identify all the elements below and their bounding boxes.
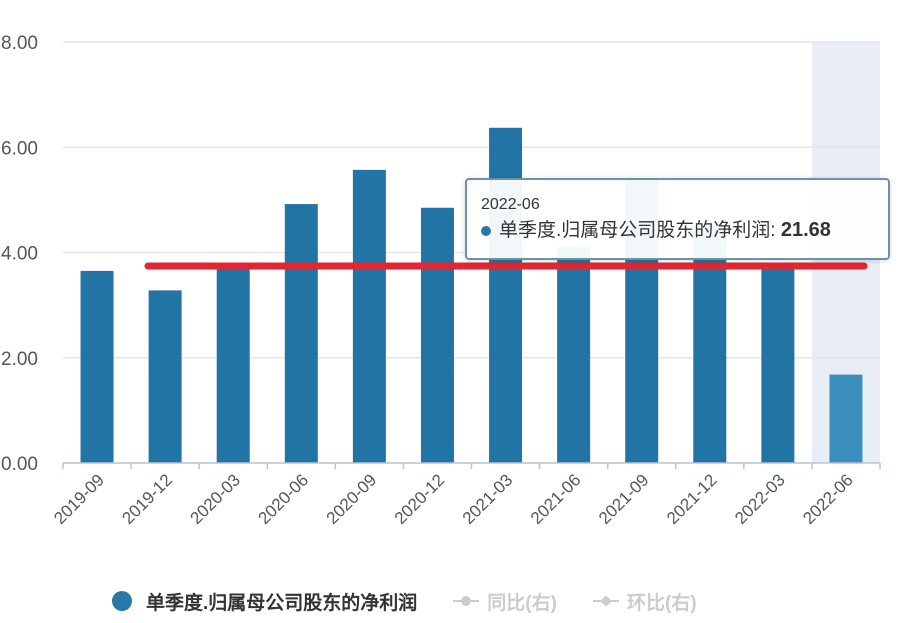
bar[interactable] [557, 247, 591, 463]
x-tick-label: 2021-09 [595, 470, 653, 528]
bar[interactable] [420, 207, 454, 463]
x-tick-label: 2021-06 [527, 470, 585, 528]
legend-item-yoy[interactable]: 同比(右) [453, 588, 557, 615]
x-tick-label: 2020-03 [186, 470, 244, 528]
legend-line-circle-icon [453, 596, 480, 606]
y-tick-label: 4.00 [1, 244, 38, 265]
legend-dot-icon [112, 591, 132, 611]
x-tick-label: 2020-09 [323, 470, 381, 528]
tooltip-series-label: 单季度.归属母公司股东的净利润: [499, 220, 776, 241]
tooltip-series-dot [481, 225, 491, 236]
x-axis-ticks: 2019-09 2019-12 2020-03 2020-06 2020-09 2020-… [50, 463, 881, 528]
legend-item-net-profit[interactable]: 单季度.归属母公司股东的净利润 [112, 588, 417, 615]
bar[interactable] [761, 268, 795, 463]
x-tick-label: 2019-12 [118, 470, 176, 528]
bar[interactable] [80, 270, 114, 463]
tooltip: 2022-06 单季度.归属母公司股东的净利润: 21.68 [465, 178, 890, 260]
y-tick-label: 2.00 [1, 349, 38, 370]
x-tick-label: 2021-03 [459, 470, 517, 528]
legend-label: 单季度.归属母公司股东的净利润 [146, 592, 418, 614]
x-tick-label: 2022-06 [799, 470, 857, 528]
bar[interactable] [284, 204, 318, 463]
tooltip-date: 2022-06 [481, 196, 540, 213]
x-tick-label: 2021-12 [663, 470, 721, 528]
legend: 单季度.归属母公司股东的净利润 同比(右) 环比(右) [112, 586, 733, 616]
tooltip-value: 21.68 [780, 219, 831, 241]
legend-label: 环比(右) [626, 592, 697, 614]
legend-label: 同比(右) [487, 592, 557, 614]
legend-item-qoq[interactable]: 环比(右) [592, 588, 697, 615]
legend-line-diamond-icon [592, 595, 619, 607]
tooltip-row: 单季度.归属母公司股东的净利润: 21.68 [481, 216, 876, 245]
bar[interactable] [829, 374, 863, 463]
x-tick-label: 2022-03 [731, 470, 789, 528]
y-tick-label: 8.00 [1, 33, 38, 54]
bar[interactable] [693, 226, 727, 463]
bar[interactable] [352, 169, 386, 463]
bar[interactable] [148, 290, 182, 463]
x-tick-label: 2020-06 [255, 470, 313, 528]
y-tick-label: 0.00 [1, 454, 38, 475]
bar[interactable] [216, 263, 250, 463]
bars [80, 127, 863, 463]
y-axis-ticks: 0.00 2.00 4.00 6.00 8.00 [1, 33, 38, 475]
x-tick-label: 2020-12 [391, 470, 449, 528]
y-tick-label: 6.00 [1, 138, 38, 159]
x-tick-label: 2019-09 [50, 470, 108, 528]
